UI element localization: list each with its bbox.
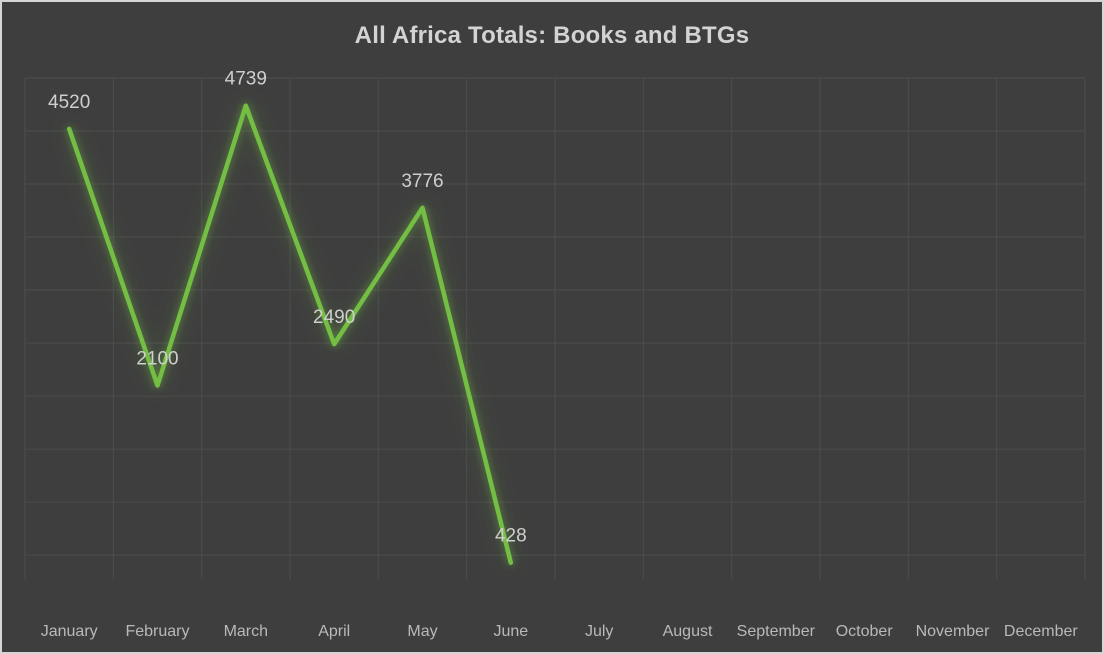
x-axis-label: December	[1004, 623, 1078, 640]
x-axis-label: February	[125, 623, 189, 640]
x-axis-label: July	[585, 623, 613, 640]
x-axis-label: January	[41, 623, 98, 640]
data-label: 3776	[401, 171, 443, 192]
x-axis-label: April	[318, 623, 350, 640]
horizontal-gridlines	[25, 77, 1085, 556]
x-axis-label: October	[836, 623, 894, 640]
x-axis-label: June	[493, 623, 528, 640]
data-label: 4739	[225, 69, 267, 90]
x-axis-label: August	[663, 623, 713, 640]
data-label: 428	[495, 526, 527, 547]
data-labels: 4520 2100 4739 2490 3776 428	[48, 69, 527, 547]
x-axis-label: March	[224, 623, 268, 640]
series-line	[66, 103, 514, 565]
x-axis-label: November	[916, 623, 990, 640]
vertical-gridlines	[24, 78, 1086, 580]
x-axis-label: May	[407, 623, 437, 640]
x-axis-labels: January February March April May June July Augu…	[41, 623, 1079, 640]
data-label: 2490	[313, 307, 355, 328]
data-label: 2100	[136, 349, 178, 370]
data-label: 4520	[48, 92, 90, 113]
x-axis-label: September	[737, 623, 816, 640]
